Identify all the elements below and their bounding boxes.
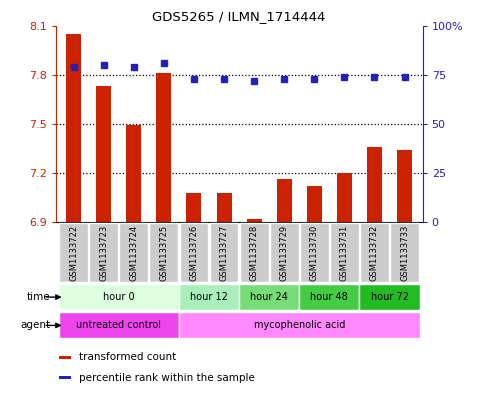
FancyBboxPatch shape — [270, 223, 298, 282]
Text: hour 72: hour 72 — [370, 292, 409, 302]
FancyBboxPatch shape — [239, 284, 299, 310]
Text: hour 48: hour 48 — [311, 292, 348, 302]
Text: GSM1133733: GSM1133733 — [400, 224, 409, 281]
Title: GDS5265 / ILMN_1714444: GDS5265 / ILMN_1714444 — [153, 10, 326, 23]
Bar — [59, 356, 71, 359]
FancyBboxPatch shape — [360, 223, 389, 282]
FancyBboxPatch shape — [210, 223, 239, 282]
Bar — [337, 173, 352, 222]
FancyBboxPatch shape — [149, 223, 178, 282]
Bar — [186, 193, 201, 222]
FancyBboxPatch shape — [300, 223, 329, 282]
FancyBboxPatch shape — [58, 284, 179, 310]
Text: hour 24: hour 24 — [250, 292, 288, 302]
Bar — [96, 86, 111, 222]
Text: GSM1133727: GSM1133727 — [220, 224, 228, 281]
Text: agent: agent — [21, 320, 51, 331]
Text: GSM1133732: GSM1133732 — [370, 224, 379, 281]
FancyBboxPatch shape — [58, 312, 179, 338]
Bar — [156, 73, 171, 222]
FancyBboxPatch shape — [390, 223, 419, 282]
FancyBboxPatch shape — [59, 223, 88, 282]
FancyBboxPatch shape — [179, 284, 239, 310]
Text: percentile rank within the sample: percentile rank within the sample — [79, 373, 255, 383]
FancyBboxPatch shape — [179, 312, 420, 338]
Bar — [277, 180, 292, 222]
Text: GSM1133726: GSM1133726 — [189, 224, 199, 281]
Text: GSM1133723: GSM1133723 — [99, 224, 108, 281]
FancyBboxPatch shape — [359, 284, 420, 310]
Bar — [307, 186, 322, 222]
Bar — [126, 125, 142, 222]
Text: GSM1133731: GSM1133731 — [340, 224, 349, 281]
FancyBboxPatch shape — [299, 284, 359, 310]
Bar — [66, 34, 81, 222]
Bar — [216, 193, 231, 222]
FancyBboxPatch shape — [180, 223, 208, 282]
Text: hour 12: hour 12 — [190, 292, 228, 302]
Text: GSM1133728: GSM1133728 — [250, 224, 258, 281]
Text: hour 0: hour 0 — [103, 292, 135, 302]
Bar — [247, 219, 262, 222]
FancyBboxPatch shape — [119, 223, 148, 282]
Text: GSM1133724: GSM1133724 — [129, 224, 138, 281]
Bar — [397, 150, 412, 222]
Bar — [59, 376, 71, 379]
Bar — [367, 147, 382, 222]
FancyBboxPatch shape — [330, 223, 359, 282]
FancyBboxPatch shape — [240, 223, 269, 282]
Text: GSM1133730: GSM1133730 — [310, 224, 319, 281]
FancyBboxPatch shape — [89, 223, 118, 282]
Text: GSM1133722: GSM1133722 — [69, 224, 78, 281]
Text: GSM1133729: GSM1133729 — [280, 224, 289, 281]
Text: transformed count: transformed count — [79, 353, 176, 362]
Text: mycophenolic acid: mycophenolic acid — [254, 320, 345, 331]
Text: GSM1133725: GSM1133725 — [159, 224, 169, 281]
Text: untreated control: untreated control — [76, 320, 161, 331]
Text: time: time — [27, 292, 51, 302]
